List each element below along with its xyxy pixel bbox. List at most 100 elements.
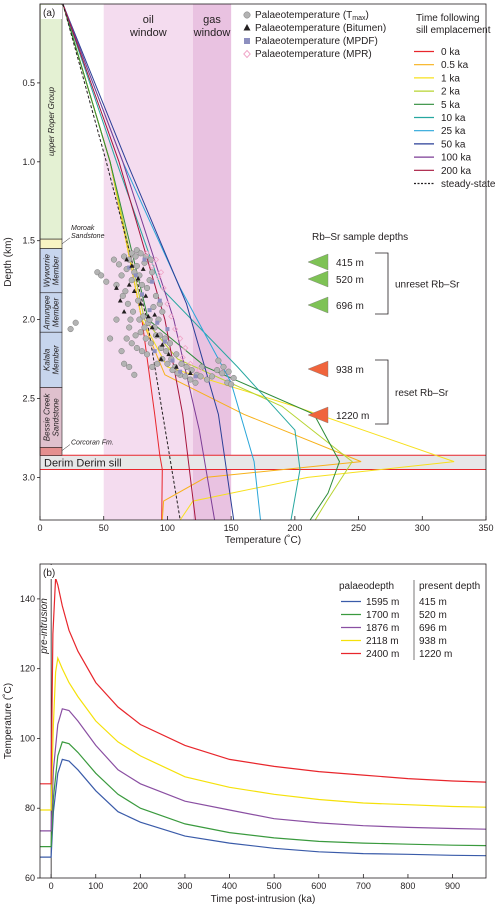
series-line-4 [62,3,341,521]
point-tmax [178,360,185,367]
temp-series-3 [40,656,487,811]
y-tick-label: 3.0 [22,472,35,482]
point-mpr [177,335,184,342]
point-mpr [152,256,160,263]
x-axis-title: Time post-intrusion (ka) [211,894,316,905]
legend-series-label: 10 ka [441,113,466,124]
legend-present-depth: 1220 m [419,649,452,660]
point-bitumen [117,298,123,303]
x-tick-label: 300 [177,881,192,891]
legend-header-palaeodepth: palaeodepth [339,581,394,592]
temp-series-0 [40,758,487,858]
point-bitumen [129,263,135,268]
legend-series-label: 50 ka [441,139,466,150]
point-tmax [118,348,125,355]
y-tick-label: 1.5 [22,236,35,246]
panel-a-frame [39,3,487,521]
x-tick-label: 700 [356,881,371,891]
point-tmax [159,308,166,315]
legend-series-label: 0 ka [441,47,460,58]
x-tick-label: 350 [478,523,493,533]
x-tick-label: 100 [88,881,103,891]
point-tmax [208,373,216,380]
zone-1 [192,4,232,520]
point-mpr [182,344,189,352]
legend-series-label: 1 ka [441,73,460,84]
point-tmax [135,297,142,304]
rbsr-bracket [375,252,389,315]
rbsr-group-label: reset Rb–Sr [395,388,449,399]
legend-marker-diamond [243,49,251,59]
point-tmax [187,376,194,383]
rbsr-depth-label: 696 m [336,301,364,312]
strat-label-text: Kalala [43,348,52,371]
point-mpdf [139,292,144,297]
point-mpr [143,250,151,257]
point-tmax [214,367,221,374]
point-tmax [132,332,139,339]
point-tmax [152,292,160,299]
x-tick-label: 400 [222,881,237,891]
point-bitumen [158,356,164,361]
point-tmax [121,253,128,260]
point-tmax [123,335,130,342]
point-tmax [228,381,235,388]
rbsr-triangle [307,253,329,271]
x-tick-label: 0 [49,881,54,891]
point-tmax [133,344,140,352]
x-tick-label: 50 [99,523,109,533]
point-tmax [119,292,126,299]
point-bitumen [149,324,155,330]
rbsr-triangle [307,360,329,378]
point-tmax [110,256,117,263]
point-tmax [136,316,143,323]
point-mpdf [155,320,160,325]
point-bitumen [121,309,127,314]
series-line-7 [62,3,235,521]
point-mpr [149,262,156,270]
rbsr-triangle [307,406,329,424]
point-bitumen [124,257,130,262]
legend-marker-circle [243,11,251,19]
y-tick-label: 140 [20,594,35,604]
point-tmax [147,340,154,347]
point-tmax [131,371,138,378]
point-mpr [187,360,194,367]
legend-present-depth: 938 m [419,636,447,647]
x-tick-label: 300 [415,523,430,533]
point-tmax [141,324,148,331]
strat-unit-6 [39,447,63,456]
point-tmax [107,335,114,342]
series-line-5 [62,3,301,521]
strat-label-text: Amungee [43,295,52,331]
strat-label-4: Kalala Member [43,345,61,375]
panel-label: (a) [43,8,55,19]
strat-label-2: Wyworrie Member [43,253,61,287]
point-mpr [179,354,186,361]
rbsr-title: Rb–Sr sample depths [312,232,408,243]
point-mpr [164,300,171,307]
legend-series-title-line: sill emplacement [416,25,491,36]
point-tmax [147,256,154,263]
point-mpdf [127,265,132,270]
point-tmax [225,368,232,375]
point-tmax [98,272,105,279]
point-tmax [154,360,161,367]
point-tmax [173,351,180,358]
strat-label-text: Member [52,256,61,286]
point-mpdf [150,279,155,284]
point-bitumen [140,266,146,271]
point-tmax [72,319,79,326]
point-mpr [196,367,203,374]
point-tmax [169,367,176,374]
strat-label-text: Bessie Creek [43,393,52,442]
point-tmax [142,335,149,342]
x-tick-label: 200 [133,881,148,891]
zone-label-1-line: gas [203,14,221,26]
point-bitumen [166,351,172,357]
point-mpr [168,313,175,320]
legend-series-label: 2 ka [441,87,460,98]
temp-series-1 [40,741,487,848]
point-bitumen [145,313,151,319]
